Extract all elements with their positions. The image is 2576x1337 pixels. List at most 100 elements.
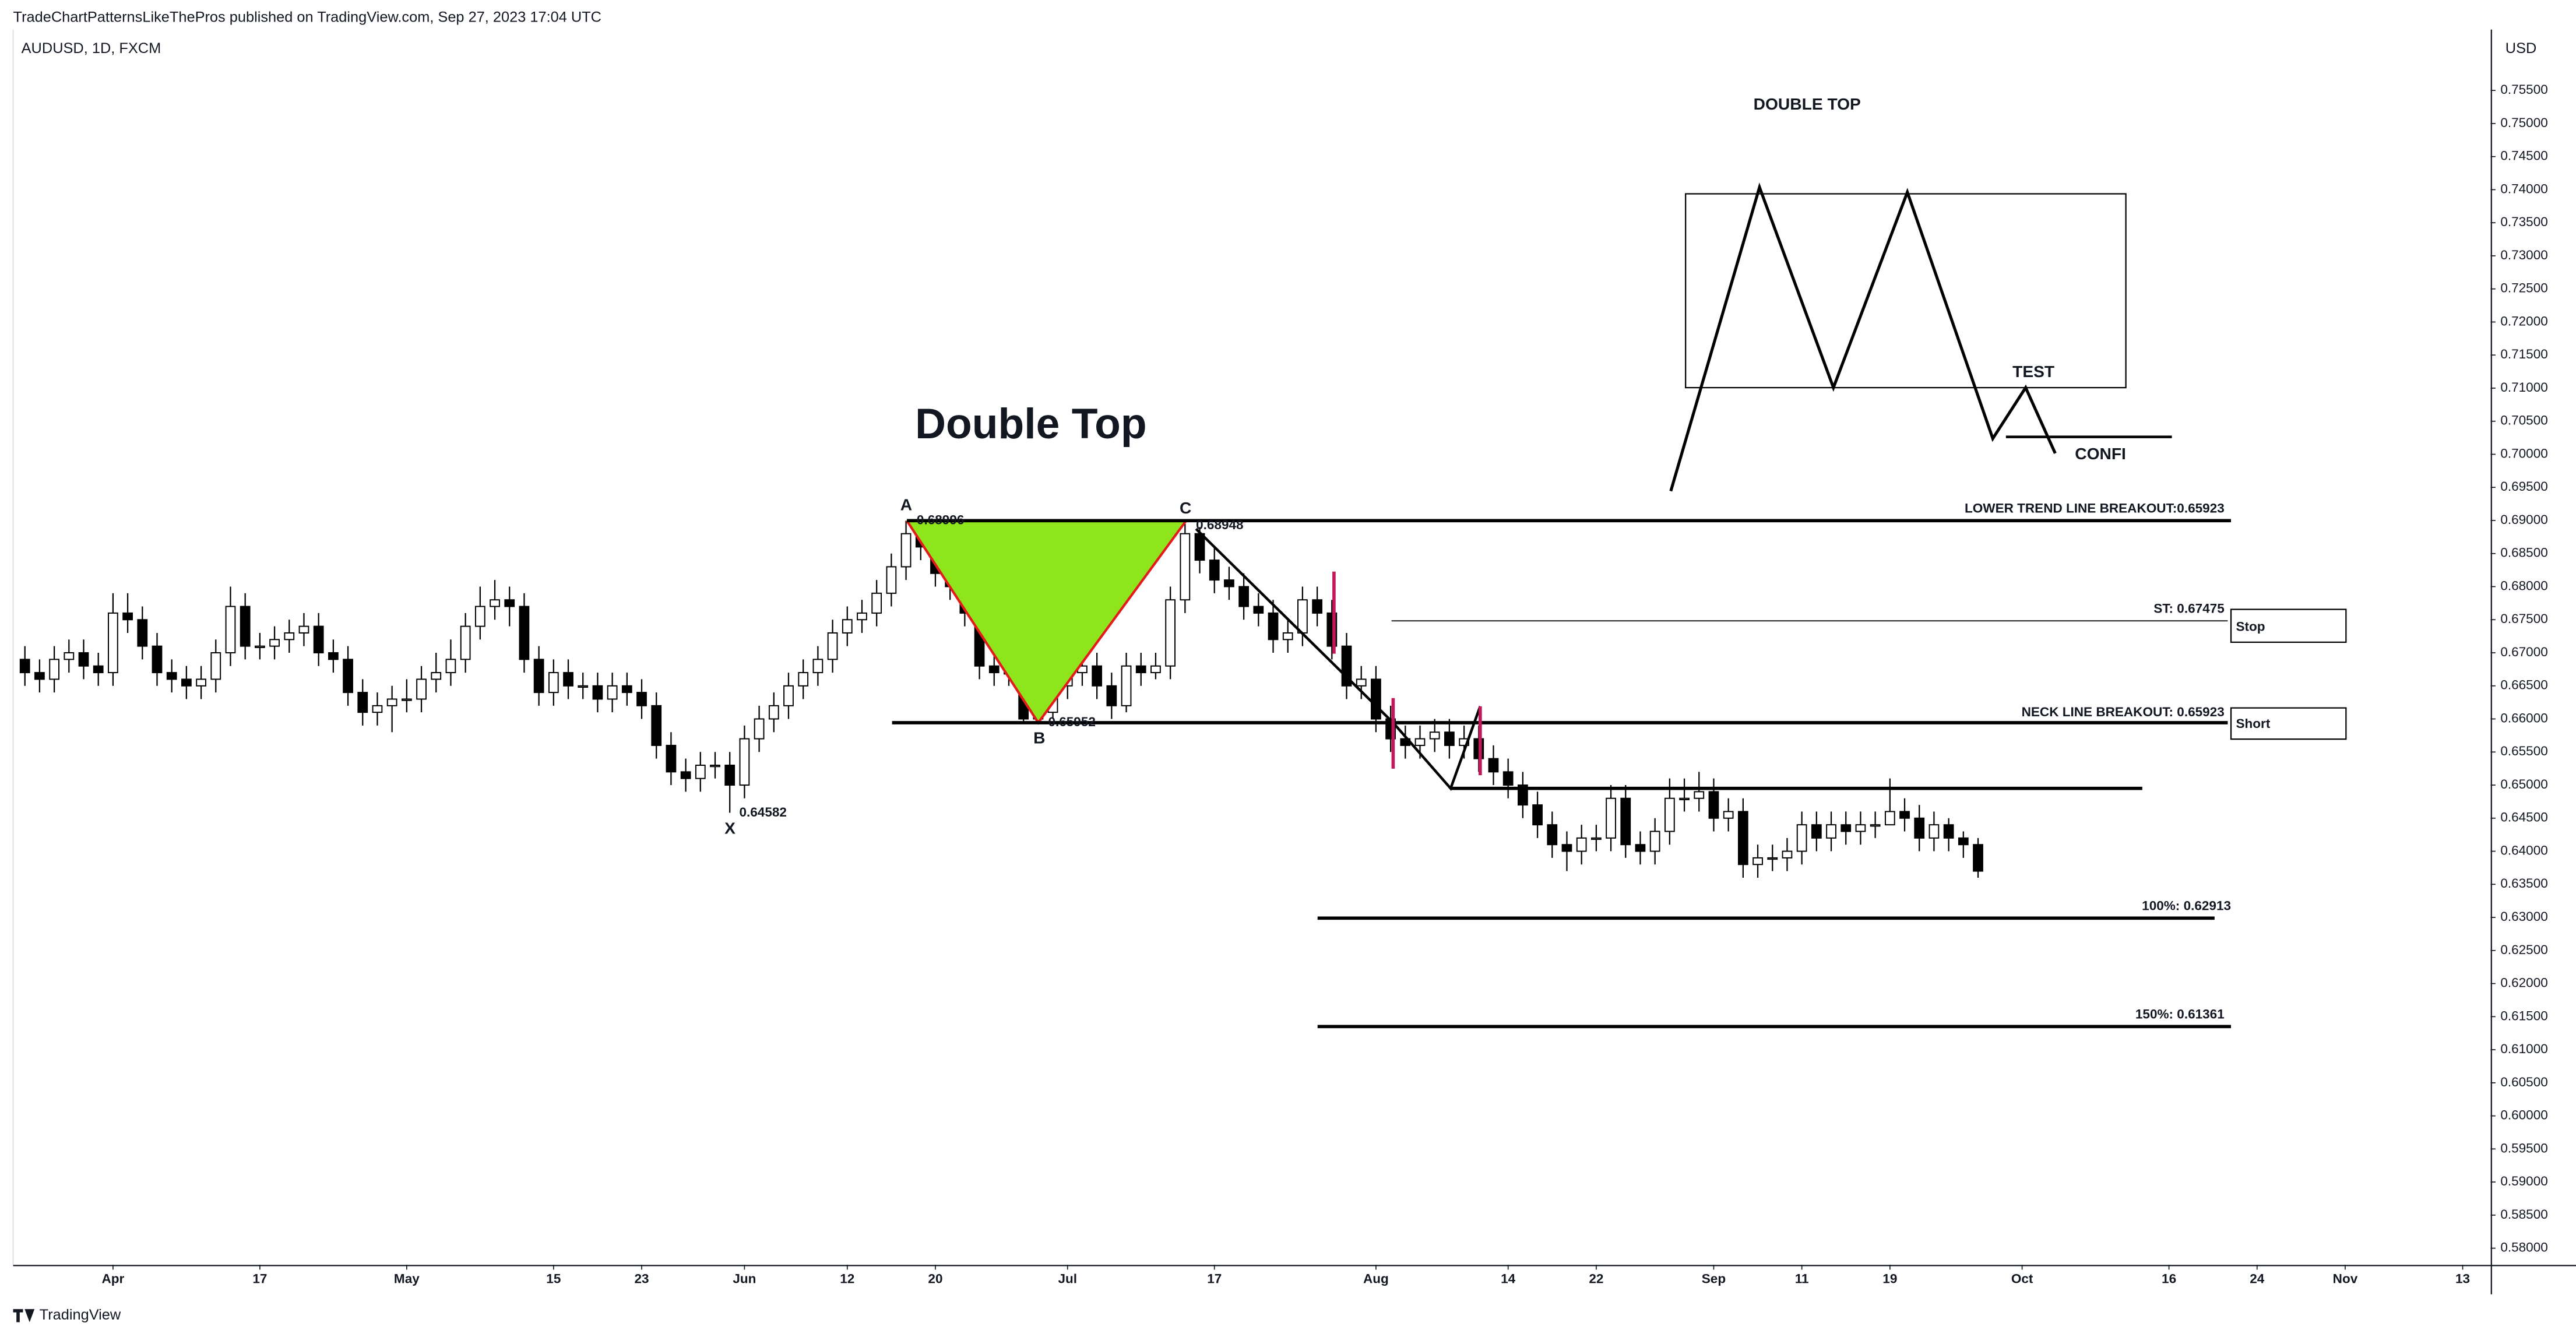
candle-body xyxy=(108,612,118,674)
candle-body xyxy=(1914,817,1925,839)
candle-body xyxy=(1884,811,1895,826)
candle-body xyxy=(1414,738,1426,746)
candle-body xyxy=(1238,586,1250,607)
candle-body xyxy=(401,698,412,701)
candle-body xyxy=(1429,731,1440,740)
candle-body xyxy=(886,566,897,594)
candle-body xyxy=(1899,811,1910,819)
x-tick-label: 15 xyxy=(546,1271,561,1286)
candle-body xyxy=(827,632,838,660)
y-tick-label: 0.66500 xyxy=(2500,678,2547,692)
y-tick-label: 0.75500 xyxy=(2500,82,2547,97)
candle-body xyxy=(1092,665,1103,687)
y-tick-label: 0.62500 xyxy=(2500,942,2547,957)
candle-body xyxy=(49,659,59,680)
brand-name: TradingView xyxy=(40,1307,121,1323)
y-tick-label: 0.72000 xyxy=(2500,314,2547,328)
x-tick-label: 19 xyxy=(1882,1271,1897,1286)
candle-body xyxy=(621,685,632,694)
y-tick-label: 0.72500 xyxy=(2500,281,2547,295)
candle-body xyxy=(313,625,324,653)
x-tick-label: 16 xyxy=(2162,1271,2176,1286)
candle-body xyxy=(1297,599,1308,634)
candle-body xyxy=(1590,837,1602,840)
x-tick-label: 14 xyxy=(1501,1271,1516,1286)
candle-body xyxy=(1870,824,1881,827)
candle-body xyxy=(1606,797,1616,839)
candle-body xyxy=(695,764,706,779)
candle-body xyxy=(1268,612,1279,641)
y-tick-label: 0.74500 xyxy=(2500,149,2547,163)
candle-body xyxy=(680,771,691,779)
x-tick-label: 24 xyxy=(2250,1271,2265,1286)
sketch-test: TEST xyxy=(2012,362,2054,381)
candle-body xyxy=(1664,797,1675,832)
candle-body xyxy=(739,738,750,786)
candle-body xyxy=(19,659,30,674)
candle-body xyxy=(416,678,427,700)
candle-body xyxy=(1194,533,1205,561)
candle-body xyxy=(1150,665,1161,674)
candle-body xyxy=(1502,771,1514,786)
sketch-path xyxy=(1669,182,2057,492)
candle-body xyxy=(64,652,75,660)
candle-body xyxy=(783,685,794,706)
candle-body xyxy=(1165,599,1176,667)
candle-body xyxy=(1518,784,1528,806)
candle-body xyxy=(1796,824,1807,852)
y-tick-label: 0.61000 xyxy=(2500,1042,2547,1056)
candle-body xyxy=(768,705,779,720)
candle-body xyxy=(1782,850,1793,859)
y-tick-label: 0.65500 xyxy=(2500,744,2547,758)
y-tick-label: 0.67500 xyxy=(2500,611,2547,626)
value-b: 0.65952 xyxy=(1048,715,1095,729)
candle-body xyxy=(1694,791,1705,799)
y-tick-label: 0.67000 xyxy=(2500,645,2547,659)
candle-body xyxy=(578,685,589,688)
candle-body xyxy=(592,685,603,700)
candle-body xyxy=(93,665,104,674)
candle-body xyxy=(1649,831,1660,852)
candle-body xyxy=(1973,844,1983,872)
candle-body xyxy=(1282,632,1293,641)
y-tick-label: 0.73000 xyxy=(2500,248,2547,262)
target-100-label: 100%: 0.62913 xyxy=(2142,899,2231,913)
candle-body xyxy=(152,645,163,674)
currency: USD xyxy=(2505,40,2537,57)
symbol-info: AUDUSD, 1D, FXCM xyxy=(22,40,161,57)
stop-label: ST: 0.67475 xyxy=(2153,601,2225,616)
candle-body xyxy=(460,625,471,660)
x-tick-label: May xyxy=(394,1271,420,1286)
candle-body xyxy=(1547,824,1558,846)
y-tick-label: 0.60000 xyxy=(2500,1108,2547,1123)
pattern-triangle xyxy=(907,520,1187,723)
stop-box xyxy=(2230,608,2347,643)
y-tick-label: 0.69500 xyxy=(2500,479,2547,494)
candle-body xyxy=(798,672,809,687)
candle-body xyxy=(1356,678,1367,687)
y-tick-label: 0.58000 xyxy=(2500,1240,2547,1255)
y-tick-label: 0.66000 xyxy=(2500,710,2547,725)
target-150-label: 150%: 0.61361 xyxy=(2135,1007,2225,1022)
candle-body xyxy=(1840,824,1852,832)
y-tick-label: 0.65000 xyxy=(2500,777,2547,791)
candle-body xyxy=(490,599,500,607)
candle-body xyxy=(357,692,368,713)
candle-body xyxy=(754,718,765,740)
candle-body xyxy=(328,652,339,660)
short-box xyxy=(2230,707,2347,740)
candle-body xyxy=(1209,560,1220,581)
x-tick-label: Jul xyxy=(1058,1271,1077,1286)
move-path xyxy=(1195,527,1481,791)
candle-body xyxy=(298,625,309,634)
candle-body xyxy=(548,672,559,694)
candle-body xyxy=(122,612,133,621)
candle-body xyxy=(1855,824,1866,832)
x-tick-label: 22 xyxy=(1589,1271,1603,1286)
stop-box-label: Stop xyxy=(2236,620,2265,634)
candle-body xyxy=(1576,837,1587,852)
candle-body xyxy=(196,678,206,687)
candle-body xyxy=(1253,606,1264,614)
candle-body xyxy=(1958,837,1969,846)
